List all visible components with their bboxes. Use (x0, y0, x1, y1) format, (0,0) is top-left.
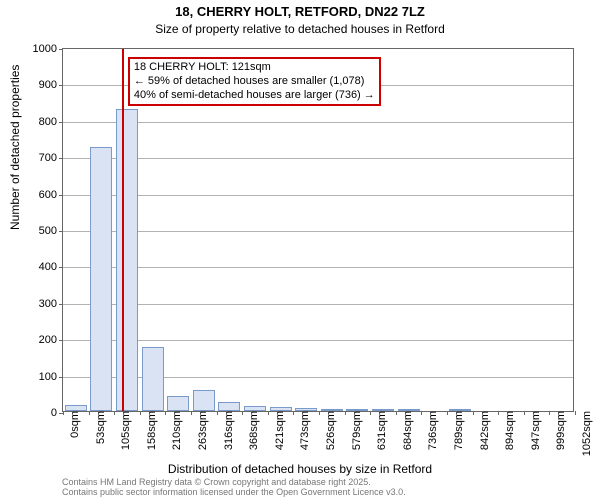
x-tick-mark (345, 411, 346, 415)
y-tick-mark (59, 304, 63, 305)
gridline (63, 158, 573, 159)
x-tick-label: 473sqm (297, 411, 311, 450)
x-tick-label: 999sqm (553, 411, 567, 450)
chart-footer: Contains HM Land Registry data © Crown c… (62, 478, 406, 498)
x-tick-mark (447, 411, 448, 415)
gridline (63, 195, 573, 196)
x-tick-label: 53sqm (93, 411, 107, 444)
x-tick-mark (63, 411, 64, 415)
y-tick-mark (59, 85, 63, 86)
histogram-bar (142, 347, 164, 411)
x-tick-mark (473, 411, 474, 415)
y-tick-mark (59, 158, 63, 159)
histogram-bar (346, 409, 368, 411)
chart-subtitle: Size of property relative to detached ho… (0, 20, 600, 36)
x-tick-label: 684sqm (400, 411, 414, 450)
x-tick-mark (575, 411, 576, 415)
callout-line: 40% of semi-detached houses are larger (… (134, 89, 375, 103)
histogram-bar (398, 409, 420, 411)
x-tick-mark (191, 411, 192, 415)
x-tick-label: 421sqm (272, 411, 286, 450)
x-tick-label: 894sqm (502, 411, 516, 450)
gridline (63, 231, 573, 232)
x-tick-label: 105sqm (118, 411, 132, 450)
x-tick-label: 526sqm (323, 411, 337, 450)
x-tick-label: 789sqm (451, 411, 465, 450)
x-tick-label: 158sqm (144, 411, 158, 450)
histogram-bar (321, 409, 343, 411)
x-tick-mark (319, 411, 320, 415)
histogram-bar (90, 147, 112, 411)
x-tick-label: 631sqm (374, 411, 388, 450)
y-tick-mark (59, 49, 63, 50)
y-tick-mark (59, 340, 63, 341)
histogram-bar (270, 407, 292, 411)
x-tick-label: 736sqm (425, 411, 439, 450)
histogram-bar (449, 409, 471, 411)
x-tick-label: 368sqm (246, 411, 260, 450)
footer-line-2: Contains public sector information licen… (62, 488, 406, 498)
x-tick-mark (114, 411, 115, 415)
gridline (63, 267, 573, 268)
x-tick-mark (217, 411, 218, 415)
gridline (63, 304, 573, 305)
y-tick-mark (59, 195, 63, 196)
x-tick-mark (165, 411, 166, 415)
x-tick-label: 263sqm (195, 411, 209, 450)
histogram-bar (295, 408, 317, 411)
histogram-bar (193, 390, 215, 411)
x-tick-mark (421, 411, 422, 415)
x-tick-mark (524, 411, 525, 415)
chart-plot-area: 010020030040050060070080090010000sqm53sq… (62, 48, 574, 412)
x-tick-label: 1052sqm (579, 411, 593, 456)
histogram-bar (65, 405, 87, 411)
y-tick-mark (59, 122, 63, 123)
histogram-bar (116, 109, 138, 411)
histogram-bar (218, 402, 240, 411)
x-axis-label: Distribution of detached houses by size … (0, 462, 600, 476)
y-tick-mark (59, 231, 63, 232)
y-tick-mark (59, 377, 63, 378)
x-tick-mark (242, 411, 243, 415)
callout-line: ← 59% of detached houses are smaller (1,… (134, 75, 375, 89)
callout-line: 18 CHERRY HOLT: 121sqm (134, 61, 375, 75)
x-tick-label: 210sqm (169, 411, 183, 450)
x-tick-mark (370, 411, 371, 415)
x-tick-mark (268, 411, 269, 415)
gridline (63, 377, 573, 378)
y-axis-label: Number of detached properties (8, 65, 22, 230)
x-tick-label: 947sqm (528, 411, 542, 450)
chart-title: 18, CHERRY HOLT, RETFORD, DN22 7LZ (0, 0, 600, 20)
x-tick-label: 842sqm (477, 411, 491, 450)
marker-line (122, 49, 124, 411)
histogram-bar (372, 409, 394, 411)
histogram-bar (244, 406, 266, 411)
x-tick-mark (549, 411, 550, 415)
y-tick-mark (59, 267, 63, 268)
x-tick-mark (498, 411, 499, 415)
gridline (63, 340, 573, 341)
x-tick-mark (140, 411, 141, 415)
gridline (63, 122, 573, 123)
x-tick-label: 0sqm (67, 411, 81, 438)
callout-box: 18 CHERRY HOLT: 121sqm← 59% of detached … (128, 57, 381, 106)
histogram-bar (167, 396, 189, 411)
x-tick-label: 316sqm (221, 411, 235, 450)
x-tick-mark (89, 411, 90, 415)
x-tick-mark (293, 411, 294, 415)
x-tick-mark (396, 411, 397, 415)
x-tick-label: 579sqm (349, 411, 363, 450)
